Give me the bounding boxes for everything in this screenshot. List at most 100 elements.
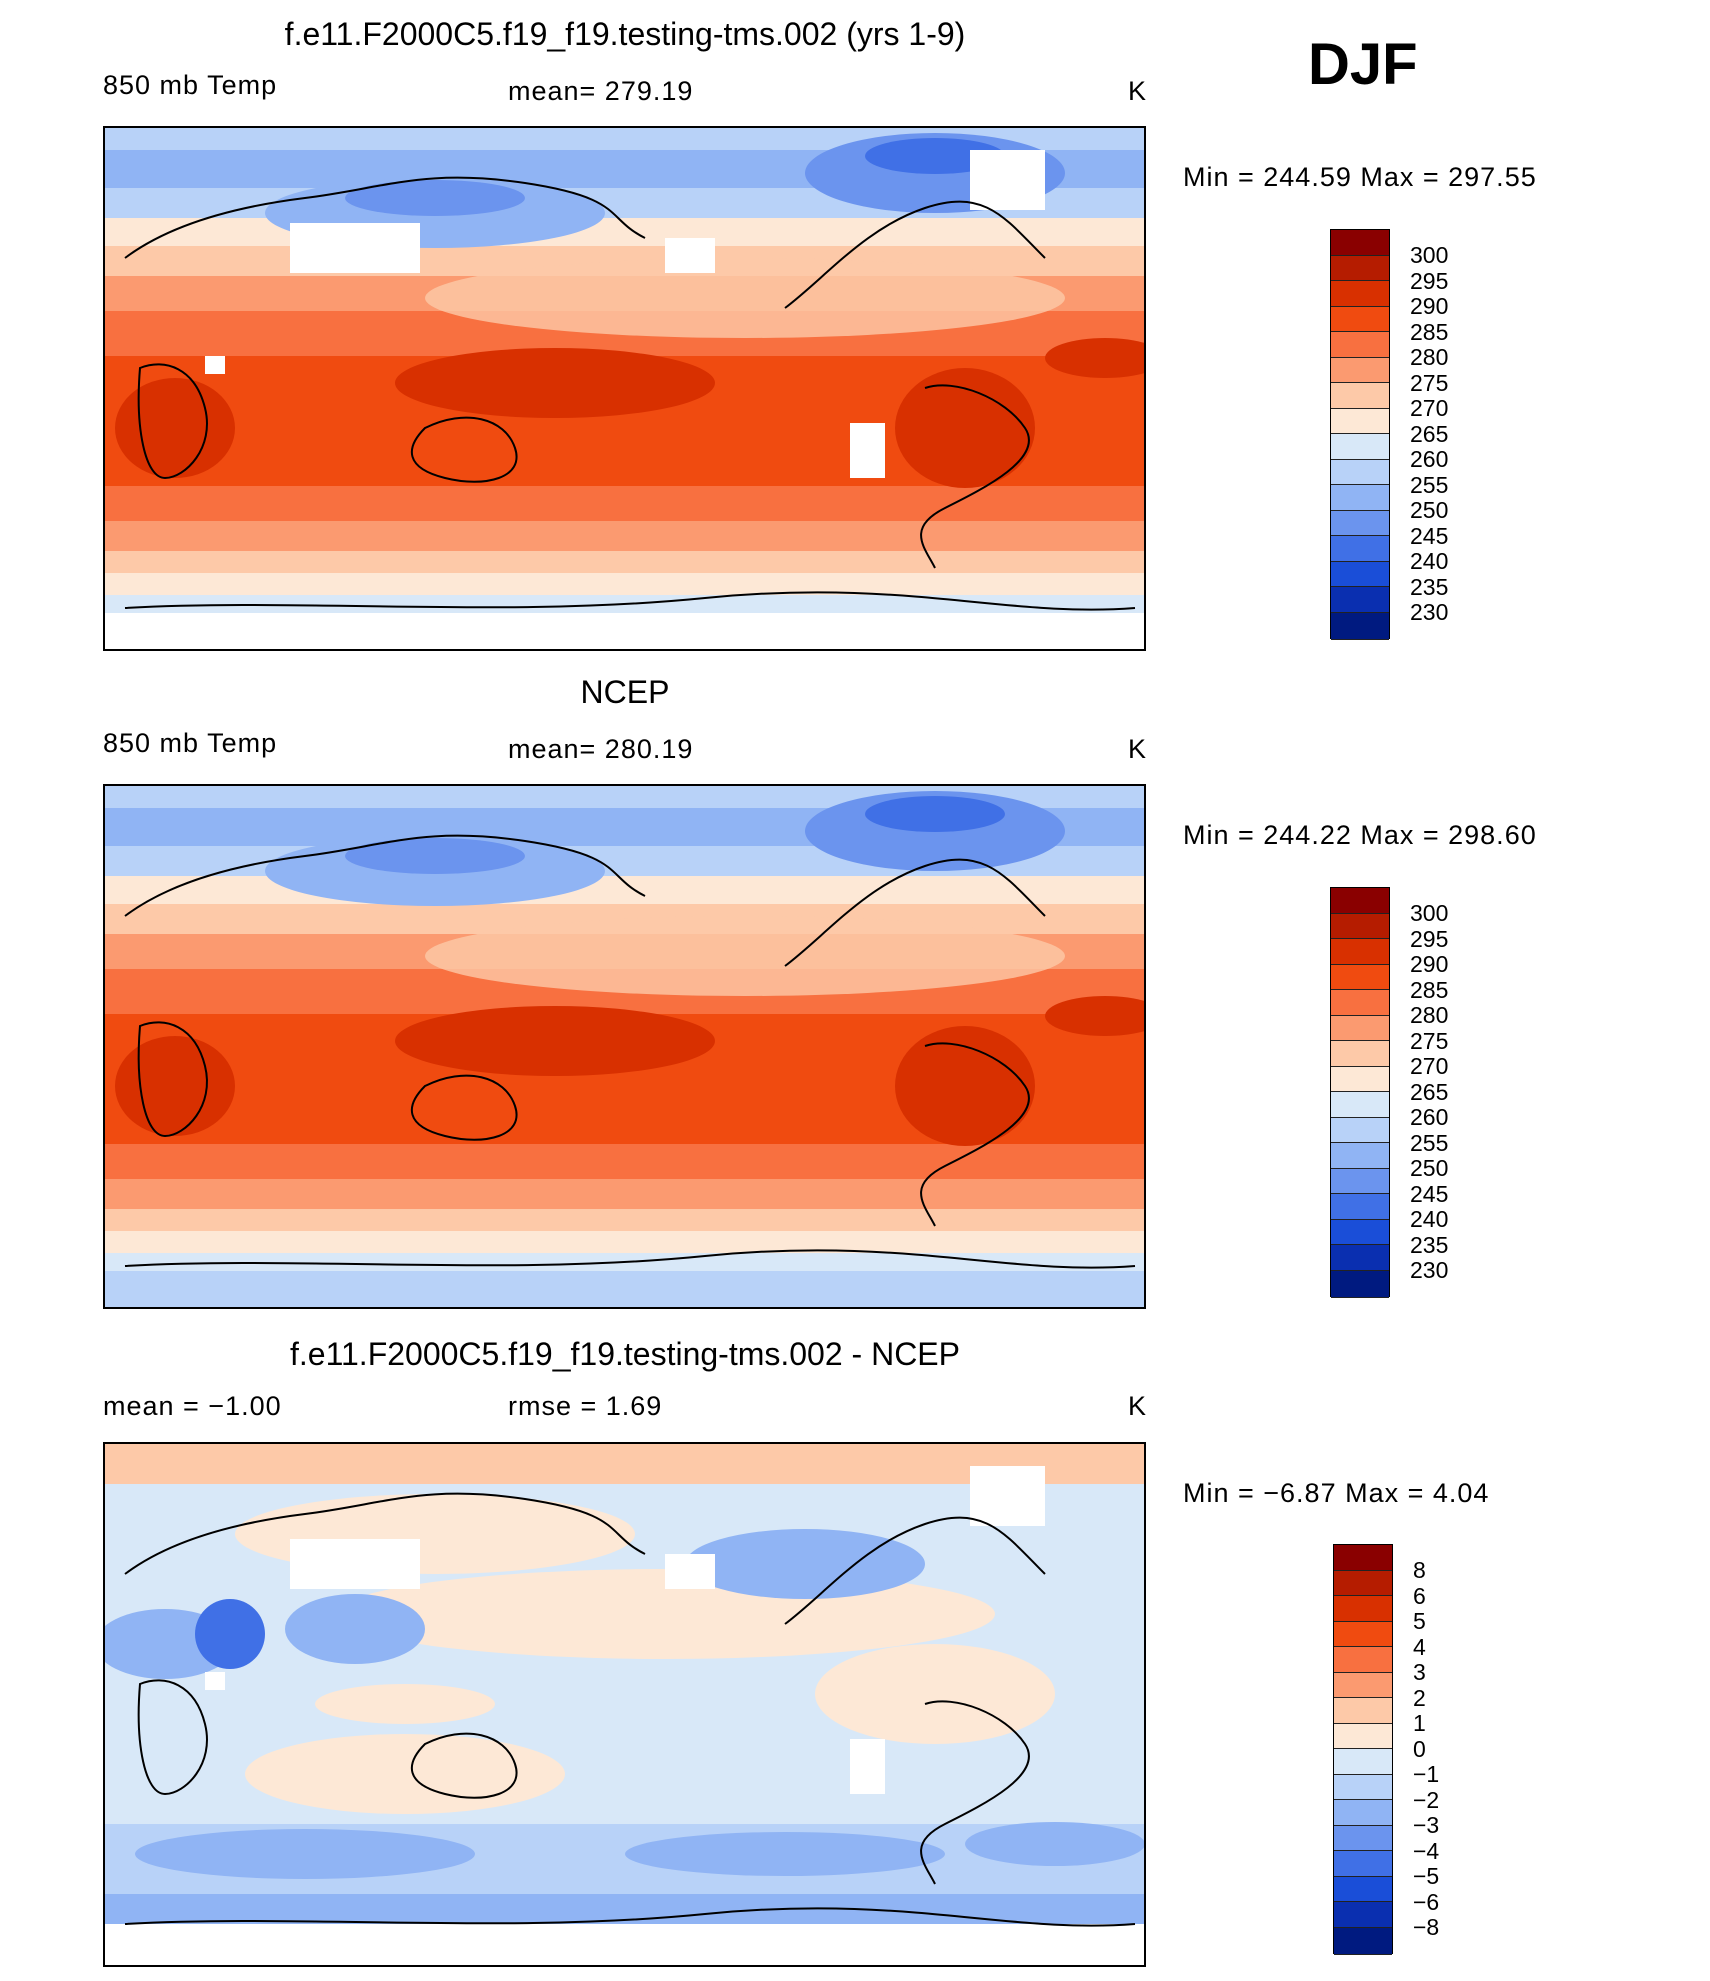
colorbar-diff-swatch (1334, 1698, 1392, 1724)
colorbar-obs-label: 245 (1410, 1181, 1449, 1207)
colorbar-obs-swatch (1331, 1067, 1389, 1092)
map-diff-field (105, 1444, 1144, 1965)
colorbar-model-swatch (1331, 511, 1389, 536)
colorbar-diff-swatch (1334, 1800, 1392, 1826)
colorbar-obs-swatch (1331, 1194, 1389, 1220)
colorbar-obs-swatch (1331, 1092, 1389, 1118)
colorbar-model-label: 230 (1410, 599, 1449, 625)
panel-units-model: K (1128, 76, 1148, 106)
colorbar-diff-label: −4 (1413, 1838, 1440, 1864)
colorbar-diff-swatch (1334, 1545, 1392, 1571)
map-model-field (105, 128, 1144, 649)
colorbar-diff-swatch (1334, 1877, 1392, 1902)
colorbar-obs-label: 240 (1410, 1206, 1449, 1232)
colorbar-model-swatch (1331, 358, 1389, 383)
colorbar-diff-label: 6 (1413, 1583, 1426, 1609)
colorbar-model-swatch (1331, 434, 1389, 460)
colorbar-obs-swatch (1331, 990, 1389, 1016)
colorbar-obs-label: 290 (1410, 951, 1449, 977)
map-model (103, 126, 1146, 651)
colorbar-model-label: 255 (1410, 472, 1449, 498)
colorbar-model-swatch (1331, 460, 1389, 485)
colorbar-obs-label: 235 (1410, 1232, 1449, 1258)
colorbar-diff-swatch (1334, 1826, 1392, 1851)
colorbar-model-label: 285 (1410, 319, 1449, 345)
colorbar-obs-label: 280 (1410, 1002, 1449, 1028)
colorbar-model-label: 300 (1410, 242, 1449, 268)
colorbar-diff-label: 4 (1413, 1634, 1426, 1660)
colorbar-obs-swatch (1331, 1016, 1389, 1041)
colorbar-model-swatch (1331, 536, 1389, 562)
colorbar-model-label: 245 (1410, 523, 1449, 549)
colorbar-model-label: 275 (1410, 370, 1449, 396)
colorbar-obs-swatch (1331, 1041, 1389, 1067)
colorbar-diff: 8 6 5 4 3 2 1 0 −1 −2 −3 −4 −5 −6 −8 (1333, 1544, 1439, 1955)
colorbar-diff-swatch (1334, 1928, 1392, 1955)
colorbar-model-label: 240 (1410, 548, 1449, 574)
colorbar-obs-label: 285 (1410, 977, 1449, 1003)
panel-title-model: f.e11.F2000C5.f19_f19.testing-tms.002 (y… (284, 16, 966, 52)
panel-minmax-model: Min = 244.59 Max = 297.55 (1183, 162, 1537, 192)
panel-field-label-obs: 850 mb Temp (103, 728, 278, 758)
colorbar-obs-swatch (1331, 1245, 1389, 1271)
colorbar-obs-swatch (1331, 1169, 1389, 1194)
colorbar-model-label: 290 (1410, 293, 1449, 319)
panel-units-diff: K (1128, 1391, 1148, 1421)
colorbar-model-swatch (1331, 383, 1389, 409)
colorbar-diff-box (1333, 1544, 1393, 1955)
colorbar-diff-swatch (1334, 1647, 1392, 1673)
colorbar-obs-label: 275 (1410, 1028, 1449, 1054)
colorbar-obs-label: 255 (1410, 1130, 1449, 1156)
panel-minmax-diff: Min = −6.87 Max = 4.04 (1183, 1478, 1490, 1508)
colorbar-diff-swatch (1334, 1673, 1392, 1698)
colorbar-model-swatch (1331, 230, 1389, 256)
panel-mean-diff: mean = −1.00 (103, 1391, 282, 1421)
colorbar-obs-swatch (1331, 888, 1389, 914)
colorbar-model-swatch (1331, 562, 1389, 587)
colorbar-obs-swatch (1331, 965, 1389, 990)
colorbar-model-label: 235 (1410, 574, 1449, 600)
panel-field-label-model: 850 mb Temp (103, 70, 278, 100)
colorbar-diff-swatch (1334, 1902, 1392, 1928)
panel-title-obs: NCEP (580, 674, 670, 710)
panel-rmse-diff: rmse = 1.69 (508, 1391, 663, 1421)
colorbar-diff-swatch (1334, 1851, 1392, 1877)
colorbar-diff-swatch (1334, 1749, 1392, 1775)
colorbar-obs-swatch (1331, 1118, 1389, 1143)
map-obs-field (105, 786, 1144, 1307)
colorbar-diff-label: 8 (1413, 1557, 1426, 1583)
colorbar-diff-swatch (1334, 1775, 1392, 1800)
colorbar-diff-label: 1 (1413, 1710, 1426, 1736)
colorbar-diff-swatch (1334, 1596, 1392, 1622)
colorbar-obs-swatch (1331, 1220, 1389, 1245)
colorbar-obs-swatch (1331, 914, 1389, 939)
colorbar-model-swatch (1331, 587, 1389, 613)
colorbar-model-swatch (1331, 485, 1389, 511)
colorbar-model-swatch (1331, 332, 1389, 358)
colorbar-model-label: 250 (1410, 497, 1449, 523)
colorbar-model-label: 280 (1410, 344, 1449, 370)
panel-units-obs: K (1128, 734, 1148, 764)
colorbar-model-swatch (1331, 613, 1389, 640)
colorbar-model-box (1330, 229, 1390, 640)
panel-mean-obs: mean= 280.19 (508, 734, 694, 764)
colorbar-obs-label: 300 (1410, 900, 1449, 926)
colorbar-model-swatch (1331, 281, 1389, 307)
colorbar-diff-swatch (1334, 1724, 1392, 1749)
colorbar-diff-label: −2 (1413, 1787, 1440, 1813)
colorbar-model-swatch (1331, 409, 1389, 434)
season-label: DJF (1308, 32, 1418, 97)
colorbar-model-swatch (1331, 307, 1389, 332)
colorbar-diff-label: 2 (1413, 1685, 1426, 1711)
colorbar-diff-swatch (1334, 1622, 1392, 1647)
map-obs (103, 784, 1146, 1309)
colorbar-obs-label: 250 (1410, 1155, 1449, 1181)
map-diff (103, 1442, 1146, 1967)
colorbar-model-swatch (1331, 256, 1389, 281)
colorbar-obs-label: 270 (1410, 1053, 1449, 1079)
colorbar-model-label: 265 (1410, 421, 1449, 447)
colorbar-obs-label: 230 (1410, 1257, 1449, 1283)
colorbar-obs-swatch (1331, 939, 1389, 965)
colorbar-diff-swatch (1334, 1571, 1392, 1596)
colorbar-diff-label: 5 (1413, 1608, 1426, 1634)
